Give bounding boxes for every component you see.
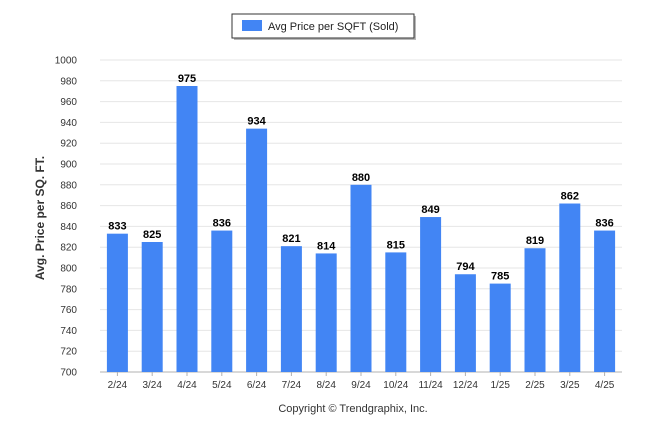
bar-4-24 bbox=[176, 86, 198, 372]
y-tick-label: 920 bbox=[60, 139, 77, 150]
bar-6-24 bbox=[246, 128, 268, 372]
x-tick-label: 11/24 bbox=[418, 380, 443, 391]
bar-4-25 bbox=[594, 230, 616, 372]
x-tick-label: 7/24 bbox=[282, 380, 302, 391]
y-tick-label: 900 bbox=[60, 160, 77, 171]
y-tick-label: 880 bbox=[60, 180, 77, 191]
bar-value-label: 794 bbox=[456, 261, 475, 273]
legend-label: Avg Price per SQFT (Sold) bbox=[268, 21, 398, 33]
y-tick-label: 720 bbox=[60, 347, 77, 358]
bar-value-label: 862 bbox=[561, 191, 579, 203]
x-tick-label: 6/24 bbox=[247, 380, 267, 391]
y-tick-label: 840 bbox=[60, 222, 77, 233]
bar-value-label: 825 bbox=[143, 229, 161, 241]
legend-box bbox=[231, 13, 415, 39]
x-tick-label: 4/24 bbox=[177, 380, 197, 391]
bar-1-25 bbox=[489, 283, 511, 372]
bar-10-24 bbox=[385, 252, 407, 372]
bar-11-24 bbox=[420, 217, 442, 372]
y-axis-title: Avg. Price per SQ. FT. bbox=[33, 156, 47, 280]
x-tick-label: 3/25 bbox=[560, 380, 580, 391]
bar-value-label: 833 bbox=[108, 221, 126, 233]
x-tick-label: 1/25 bbox=[490, 380, 510, 391]
bar-value-label: 785 bbox=[491, 271, 509, 283]
bar-value-label: 975 bbox=[178, 73, 196, 85]
y-tick-label: 740 bbox=[60, 326, 77, 337]
bar-3-25 bbox=[559, 203, 581, 372]
x-tick-label: 3/24 bbox=[142, 380, 162, 391]
x-tick-label: 2/24 bbox=[108, 380, 128, 391]
y-tick-label: 760 bbox=[60, 305, 77, 316]
x-tick-label: 10/24 bbox=[383, 380, 408, 391]
x-tick-label: 2/25 bbox=[525, 380, 545, 391]
bar-9-24 bbox=[350, 184, 372, 372]
y-axis-ticks: 700 720 740 760 780 800 820 840 860 880 900 920 940 9… bbox=[55, 56, 78, 379]
y-tick-label: 980 bbox=[60, 76, 77, 87]
y-tick-label: 820 bbox=[60, 243, 77, 254]
bar-2-24 bbox=[106, 233, 128, 372]
bar-value-label: 934 bbox=[247, 116, 266, 128]
y-tick-label: 1000 bbox=[55, 56, 78, 67]
bar-value-label: 836 bbox=[213, 218, 231, 230]
legend: Avg Price per SQFT (Sold) bbox=[231, 13, 416, 40]
bar-5-24 bbox=[211, 230, 233, 372]
bar-value-label: 880 bbox=[352, 172, 370, 184]
legend-swatch bbox=[242, 20, 262, 31]
y-tick-label: 960 bbox=[60, 97, 77, 108]
x-tick-label: 9/24 bbox=[351, 380, 371, 391]
x-tick-label: 8/24 bbox=[316, 380, 336, 391]
y-tick-label: 700 bbox=[60, 368, 77, 379]
y-tick-label: 940 bbox=[60, 118, 77, 129]
bars bbox=[106, 86, 616, 372]
y-tick-label: 860 bbox=[60, 201, 77, 212]
bar-3-24 bbox=[141, 242, 163, 372]
copyright-text: Copyright © Trendgraphix, Inc. bbox=[278, 403, 427, 415]
y-tick-label: 780 bbox=[60, 284, 77, 295]
x-tick-label: 12/24 bbox=[453, 380, 478, 391]
bar-value-label: 821 bbox=[282, 233, 300, 245]
x-axis-ticks: 2/24 3/24 4/24 5/24 6/24 7/24 8/24 9/24 10/24 11/… bbox=[108, 372, 615, 391]
bar-labels: 833 825 975 836 934 821 814 880 815 849 794 785 819 8… bbox=[108, 73, 614, 283]
bar-8-24 bbox=[315, 253, 337, 372]
bar-value-label: 814 bbox=[317, 240, 336, 252]
x-tick-label: 5/24 bbox=[212, 380, 232, 391]
bar-value-label: 836 bbox=[595, 218, 613, 230]
bar-value-label: 815 bbox=[387, 239, 405, 251]
y-tick-label: 800 bbox=[60, 264, 77, 275]
bar-2-25 bbox=[524, 248, 546, 372]
bar-value-label: 849 bbox=[421, 204, 439, 216]
x-tick-label: 4/25 bbox=[595, 380, 615, 391]
bar-value-label: 819 bbox=[526, 235, 544, 247]
bar-7-24 bbox=[280, 246, 302, 372]
bar-12-24 bbox=[454, 274, 476, 372]
